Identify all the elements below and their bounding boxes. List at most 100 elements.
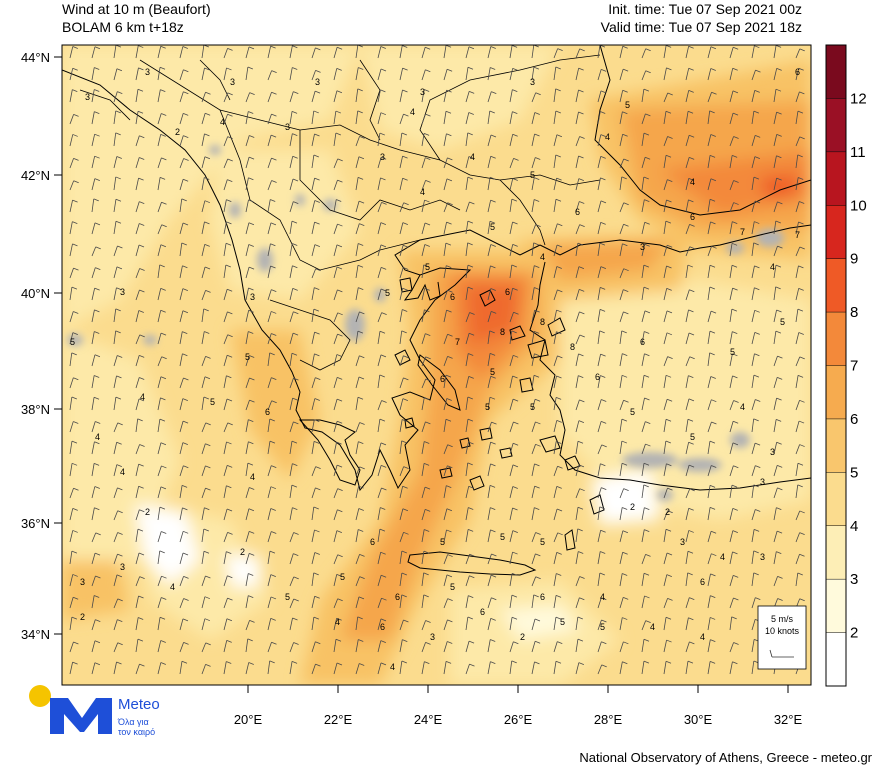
wind-barb (575, 662, 580, 675)
wind-barb-feather (512, 243, 518, 247)
wind-barb (729, 112, 734, 125)
wind-barb-feather (424, 661, 430, 665)
colorbar-segment (826, 45, 846, 99)
lon-label-30: 30°E (684, 712, 713, 727)
wind-barb (311, 70, 316, 81)
wind-barb-feather (467, 176, 474, 180)
wind-barb (707, 485, 711, 499)
wind-barb (729, 136, 734, 147)
wind-barb-feather (490, 288, 496, 291)
wind-barb (597, 287, 601, 301)
colorbar-segment (826, 258, 846, 313)
wind-barb-feather (798, 221, 804, 225)
wind-barb (333, 312, 339, 323)
wind-barb-feather (755, 509, 761, 512)
wind-barb-feather (271, 333, 277, 336)
wind-barb (465, 287, 469, 301)
wind-barb (597, 375, 601, 389)
wind-barb-feather (424, 287, 430, 291)
wind-barb (553, 289, 558, 301)
wind-barb-feather (622, 661, 628, 665)
contour-label: 5 (490, 222, 495, 232)
wind-barb (179, 598, 184, 609)
contour-label: 5 (485, 402, 490, 412)
colorbar-label: 7 (850, 358, 858, 375)
wind-barb (707, 134, 712, 147)
wind-barb-feather (601, 619, 607, 623)
wind-barb-feather (710, 68, 716, 71)
wind-barb (157, 617, 161, 631)
colorbar-label: 10 (850, 197, 867, 214)
wind-barb (201, 443, 206, 455)
wind-barb (487, 330, 491, 345)
wind-barb (113, 199, 117, 213)
wind-barb (597, 506, 601, 521)
meteo-logo (29, 685, 112, 734)
wind-barb-feather (644, 331, 650, 334)
wind-barb-feather (732, 508, 738, 511)
wind-barb (179, 642, 184, 653)
wind-barb-feather (644, 156, 651, 160)
wind-barb (641, 265, 645, 279)
wind-barb (201, 331, 205, 345)
wind-barb (113, 422, 119, 433)
wind-barb (245, 92, 251, 103)
wind-barb (795, 532, 801, 543)
wind-barb (135, 377, 140, 389)
wind-barb-feather (512, 375, 518, 379)
wind-barb-feather (205, 642, 211, 646)
wind-barb (333, 598, 339, 609)
contour-label: 5 (385, 288, 390, 298)
wind-barb (201, 308, 205, 323)
wind-barb-feather (733, 136, 739, 139)
wind-barb-feather (446, 309, 452, 313)
wind-barb-feather (381, 487, 387, 491)
wind-barb-feather (380, 244, 387, 248)
wind-barb (355, 466, 361, 477)
wind-barb (619, 641, 624, 653)
wind-barb-feather (447, 619, 453, 623)
wind-barb (289, 421, 294, 433)
wind-barb (531, 444, 536, 455)
wind-barb-feather (556, 309, 562, 313)
wind-barb (663, 45, 667, 59)
wind-barb (641, 199, 645, 213)
wind-barb-feather (710, 639, 716, 643)
wind-barb (223, 441, 227, 455)
wind-barb-feather (161, 356, 167, 360)
wind-barb (113, 574, 118, 587)
wind-barb-feather (447, 202, 453, 206)
wind-barb-feather (556, 331, 562, 335)
wind-barb (91, 532, 97, 543)
wind-barb (399, 132, 403, 147)
wind-barb-feather (71, 286, 78, 290)
wind-barb (619, 419, 623, 433)
wind-barb (641, 353, 645, 367)
wind-barb-feather (424, 529, 430, 532)
wind-barb-feather (116, 287, 122, 291)
contour-label: 6 (480, 607, 485, 617)
contour-label: 6 (440, 374, 445, 384)
lon-label-32: 32°E (774, 712, 803, 727)
wind-barb (465, 221, 469, 235)
wind-barb (377, 222, 382, 235)
wind-barb-feather (380, 662, 387, 666)
wind-barb (179, 398, 184, 411)
wind-barb-feather (709, 330, 716, 334)
wind-barb (707, 331, 711, 345)
wind-barb-feather (271, 70, 277, 73)
wind-barb-feather (159, 506, 166, 510)
wind-barb-feather (687, 550, 694, 554)
wind-barb (553, 199, 557, 213)
wind-barb-feather (160, 376, 167, 380)
wind-barb (421, 157, 426, 169)
wind-barb (487, 67, 491, 81)
wind-barb (707, 661, 711, 675)
wind-barb (333, 334, 338, 345)
wind-barb (399, 330, 403, 345)
wind-barb-feather (248, 595, 254, 598)
wind-barb-feather (733, 597, 739, 601)
wind-barb-feather (161, 224, 167, 228)
wind-barb (619, 289, 624, 301)
